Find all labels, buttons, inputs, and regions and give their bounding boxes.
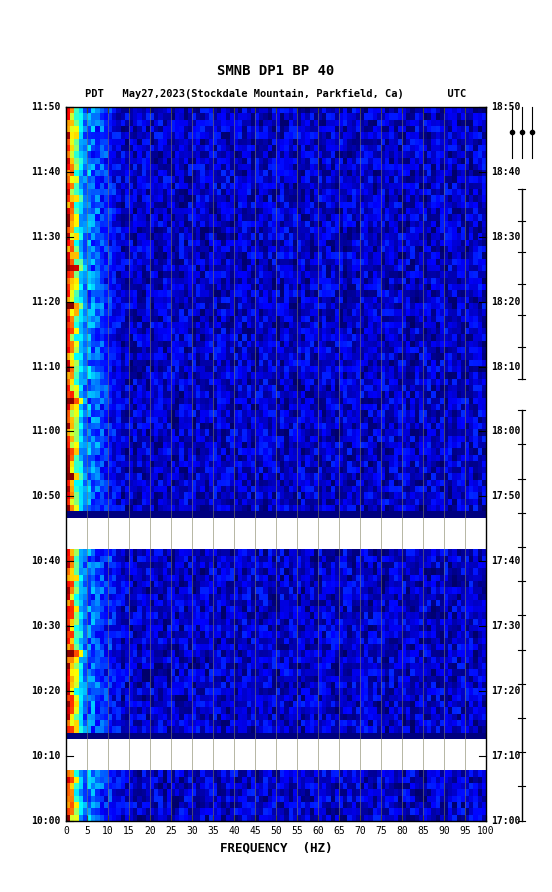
Text: 18:20: 18:20 (491, 297, 521, 307)
Text: 10:40: 10:40 (31, 556, 61, 566)
Text: 10:20: 10:20 (31, 686, 61, 696)
Text: 17:10: 17:10 (491, 751, 521, 761)
Text: 10:30: 10:30 (31, 621, 61, 631)
X-axis label: FREQUENCY  (HZ): FREQUENCY (HZ) (220, 841, 332, 854)
Text: 10:10: 10:10 (31, 751, 61, 761)
Text: 10:00: 10:00 (31, 815, 61, 826)
Text: 18:50: 18:50 (491, 102, 521, 112)
Text: 11:00: 11:00 (31, 426, 61, 436)
Text: 17:40: 17:40 (491, 556, 521, 566)
Text: 11:10: 11:10 (31, 361, 61, 372)
Text: SMNB DP1 BP 40: SMNB DP1 BP 40 (217, 64, 335, 78)
Text: 17:20: 17:20 (491, 686, 521, 696)
Text: 11:50: 11:50 (31, 102, 61, 112)
Text: 11:40: 11:40 (31, 167, 61, 177)
Text: 18:00: 18:00 (491, 426, 521, 436)
Text: PDT   May27,2023(Stockdale Mountain, Parkfield, Ca)       UTC: PDT May27,2023(Stockdale Mountain, Parkf… (86, 88, 466, 99)
Text: 18:10: 18:10 (491, 361, 521, 372)
Text: USGS: USGS (22, 27, 55, 40)
Text: 11:20: 11:20 (31, 297, 61, 307)
Text: 10:50: 10:50 (31, 491, 61, 501)
Text: 11:30: 11:30 (31, 232, 61, 242)
Text: 17:50: 17:50 (491, 491, 521, 501)
Text: 17:30: 17:30 (491, 621, 521, 631)
Text: 17:00: 17:00 (491, 815, 521, 826)
Text: 18:30: 18:30 (491, 232, 521, 242)
Text: 18:40: 18:40 (491, 167, 521, 177)
